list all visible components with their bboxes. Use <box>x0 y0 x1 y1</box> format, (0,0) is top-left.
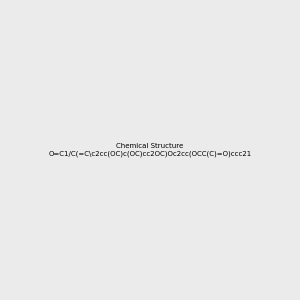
Text: Chemical Structure
O=C1/C(=C\c2cc(OC)c(OC)cc2OC)Oc2cc(OCC(C)=O)ccc21: Chemical Structure O=C1/C(=C\c2cc(OC)c(O… <box>48 143 252 157</box>
